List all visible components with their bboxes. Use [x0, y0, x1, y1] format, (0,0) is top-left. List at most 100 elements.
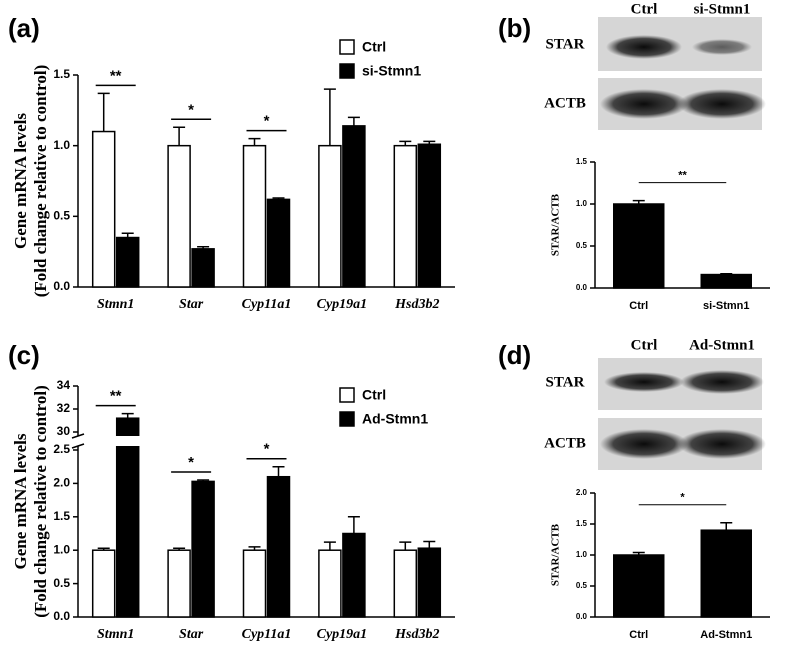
significance-label: *	[680, 492, 685, 504]
legend-label: Ctrl	[362, 39, 386, 55]
y-tick-label: 0.5	[53, 209, 70, 223]
lane-label: Ctrl	[631, 337, 658, 353]
blot-row-label: ACTB	[544, 95, 586, 111]
significance-label: *	[188, 454, 194, 471]
significance-label: **	[110, 67, 122, 84]
bar	[191, 248, 215, 288]
y-tick-label: 0.0	[53, 609, 70, 623]
bar	[266, 475, 291, 618]
axis-break-mark	[71, 443, 85, 449]
y-axis-label: STAR/ACTB	[550, 523, 562, 586]
y-tick-label: 1.5	[53, 509, 70, 523]
bar	[318, 144, 342, 288]
error-bar	[347, 516, 360, 534]
y-tick-label: 30	[57, 424, 71, 438]
x-tick-label: Stmn1	[97, 297, 134, 312]
y-tick-label: 2.0	[53, 476, 70, 490]
error-bar	[399, 541, 412, 551]
bar	[393, 144, 418, 288]
y-tick-label: 0.5	[576, 241, 588, 250]
blot-band	[692, 39, 752, 55]
legend-label: Ad-Stmn1	[362, 411, 428, 427]
bar	[266, 198, 291, 288]
x-tick-label: Stmn1	[97, 627, 134, 642]
x-tick-label: Cyp19a1	[317, 297, 368, 312]
bar	[115, 236, 140, 288]
y-tick-label: 1.5	[576, 157, 588, 166]
y-tick-label: 1.0	[576, 550, 588, 559]
y-tick-label: 2.0	[576, 488, 588, 497]
error-bar	[197, 479, 210, 482]
error-bar	[173, 547, 186, 551]
significance-label: *	[188, 101, 194, 118]
error-bar	[347, 116, 360, 126]
bar	[700, 529, 752, 618]
error-bar	[323, 541, 336, 551]
blot-row-label: STAR	[546, 374, 585, 390]
legend-swatch	[339, 411, 355, 427]
x-tick-label: Star	[179, 297, 204, 312]
error-bar	[423, 540, 436, 549]
error-bar	[632, 199, 645, 204]
error-bar	[423, 140, 436, 145]
bar	[91, 549, 116, 618]
error-bar	[173, 126, 186, 146]
y-tick-label: 1.0	[53, 138, 70, 152]
blot-band	[606, 35, 682, 59]
bar	[393, 549, 418, 618]
blot-band	[600, 429, 688, 459]
bar	[242, 144, 267, 288]
y-tick-label: 1.5	[576, 519, 588, 528]
bar	[417, 547, 442, 618]
significance-label: *	[264, 441, 270, 458]
lane-label: Ctrl	[631, 1, 658, 17]
blot-band	[680, 370, 764, 394]
significance-label: **	[110, 388, 122, 405]
error-bar	[121, 232, 134, 238]
bar	[167, 549, 191, 618]
y-tick-label: 0.0	[53, 279, 70, 293]
legend-label: si-Stmn1	[362, 63, 421, 79]
error-bar	[97, 92, 110, 132]
blot-band	[678, 89, 766, 119]
y-tick-label: 32	[57, 401, 71, 415]
panel-label: (b)	[498, 13, 531, 43]
y-tick-label: 0.5	[53, 576, 70, 590]
x-tick-label: Hsd3b2	[394, 297, 439, 312]
x-tick-label: Star	[179, 627, 204, 642]
panel-label: (c)	[8, 340, 40, 370]
y-axis-label: Gene mRNA levels	[11, 433, 30, 569]
y-tick-label: 1.0	[576, 199, 588, 208]
error-bar	[121, 412, 134, 419]
bar	[342, 125, 366, 288]
y-tick-label: 2.5	[53, 442, 70, 456]
y-tick-label: 1.5	[53, 67, 70, 81]
bar	[700, 273, 752, 289]
x-tick-label: Cyp11a1	[242, 297, 292, 312]
y-tick-label: 0.0	[576, 283, 588, 292]
x-tick-label: Cyp19a1	[317, 627, 368, 642]
y-axis-label: (Fold change relative to control)	[31, 65, 50, 298]
error-bar	[720, 272, 733, 275]
x-tick-label: Ctrl	[629, 629, 648, 641]
legend-swatch	[339, 63, 355, 79]
blot-row-label: STAR	[546, 36, 585, 52]
error-bar	[632, 551, 645, 555]
bar	[342, 532, 366, 618]
error-bar	[720, 522, 733, 531]
bar	[417, 143, 442, 288]
x-tick-label: Ctrl	[629, 300, 648, 312]
y-axis-label: (Fold change relative to control)	[31, 385, 50, 618]
error-bar	[399, 140, 412, 146]
bar	[191, 480, 215, 618]
error-bar	[248, 137, 261, 146]
y-tick-label: 1.0	[53, 542, 70, 556]
legend-swatch	[339, 387, 355, 403]
y-tick-label: 0.0	[576, 612, 588, 621]
error-bar	[248, 546, 261, 551]
error-bar	[272, 197, 285, 200]
axis-break-mark	[71, 433, 85, 439]
bar	[91, 130, 116, 288]
x-tick-label: Hsd3b2	[394, 627, 439, 642]
